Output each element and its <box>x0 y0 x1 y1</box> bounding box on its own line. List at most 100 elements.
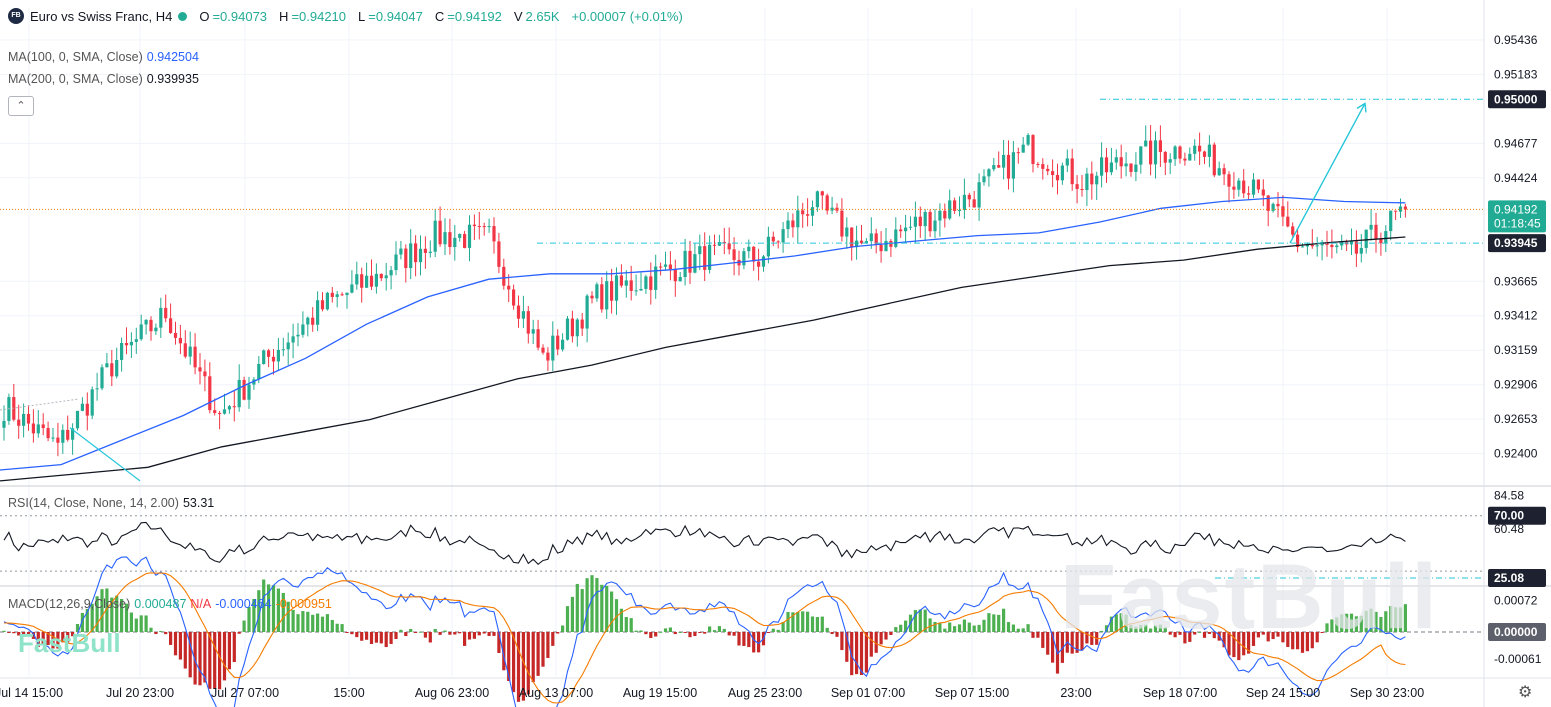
candle <box>526 311 530 334</box>
candle <box>1168 159 1172 163</box>
candle <box>565 318 570 340</box>
macd-histogram-bar <box>80 612 84 632</box>
candle <box>379 273 383 279</box>
macd-histogram-bar <box>159 631 163 633</box>
candle <box>1163 151 1167 163</box>
candle <box>1364 229 1368 248</box>
macd-histogram-bar <box>845 632 849 662</box>
candle <box>1016 152 1020 154</box>
macd-histogram-bar <box>296 614 300 632</box>
ma100-label: MA(100, 0, SMA, Close) <box>8 50 143 64</box>
ma200-legend[interactable]: MA(200, 0, SMA, Close) 0.939935 <box>8 72 199 86</box>
macd-histogram-bar <box>850 632 854 676</box>
macd-histogram-bar <box>389 632 393 644</box>
candle <box>943 210 947 219</box>
candle <box>286 342 290 350</box>
candle <box>492 226 496 242</box>
macd-histogram-bar <box>516 632 521 702</box>
macd-histogram-bar <box>487 632 491 636</box>
candle <box>296 334 300 337</box>
macd-histogram-bar <box>414 632 418 633</box>
macd-histogram-bar <box>134 618 138 632</box>
macd-histogram-bar <box>619 608 623 632</box>
candle <box>1031 135 1035 164</box>
candle <box>1296 234 1300 247</box>
rsi-legend[interactable]: RSI(14, Close, None, 14, 2.00) 53.31 <box>8 496 214 510</box>
watermark: FastBull <box>1060 546 1439 648</box>
candle <box>247 384 251 400</box>
candle <box>120 342 124 360</box>
macd-na-value: N/A <box>190 597 212 611</box>
candle <box>1139 146 1143 165</box>
gear-icon[interactable]: ⚙ <box>1518 684 1533 701</box>
candle <box>1212 144 1216 176</box>
macd-histogram-bar <box>1114 614 1118 632</box>
candle <box>1075 184 1079 189</box>
macd-histogram-bar <box>1011 624 1015 632</box>
macd-label: MACD(12,26,9,Close) <box>8 597 131 611</box>
candle <box>159 307 163 328</box>
candle <box>1002 154 1006 168</box>
macd-histogram-bar <box>781 622 785 632</box>
candle <box>41 424 45 429</box>
macd-histogram-bar <box>967 622 971 632</box>
macd-histogram-bar <box>1276 632 1280 637</box>
rsi-value: 53.31 <box>182 496 215 510</box>
macd-histogram-bar <box>463 632 467 646</box>
macd-histogram-bar <box>727 632 731 636</box>
candle <box>232 406 236 408</box>
macd-histogram-bar <box>222 632 227 681</box>
candle <box>1261 189 1265 196</box>
macd-histogram-bar <box>1207 632 1211 634</box>
candle <box>1070 158 1074 185</box>
rsi-tick-label: 84.58 <box>1494 489 1524 503</box>
candle <box>1041 164 1045 169</box>
market-status-icon <box>178 11 188 21</box>
candle <box>884 240 888 252</box>
candle <box>614 275 619 301</box>
macd-histogram-bar <box>124 603 129 632</box>
macd-legend[interactable]: MACD(12,26,9,Close) 0.000487 N/A -0.000464-… <box>8 597 332 611</box>
macd-histogram-bar <box>51 632 55 649</box>
watermark-small: FastBull <box>18 628 121 658</box>
macd-histogram-bar <box>698 632 702 633</box>
candle <box>585 295 589 329</box>
candle <box>531 329 535 334</box>
rsi-level-badge <box>1488 568 1546 587</box>
candle <box>972 199 976 208</box>
collapse-legend-button[interactable]: ⌃ <box>8 96 34 116</box>
candle <box>840 210 844 237</box>
macd-histogram-bar <box>668 627 672 632</box>
candle <box>536 329 540 348</box>
macd-histogram-bar <box>1384 611 1388 632</box>
macd-histogram-bar <box>1266 632 1270 642</box>
macd-histogram-bar <box>423 632 427 638</box>
ma100-legend[interactable]: MA(100, 0, SMA, Close) 0.942504 <box>8 50 199 64</box>
ma100-value: 0.942504 <box>146 50 199 64</box>
candle <box>899 229 903 232</box>
macd-histogram-bar <box>56 632 60 649</box>
candle <box>948 200 952 219</box>
y-tick-label: 0.93159 <box>1494 343 1538 357</box>
macd-histogram-bar <box>1340 614 1344 632</box>
macd-histogram-bar <box>178 632 182 660</box>
x-tick-label: Aug 19 15:00 <box>623 686 697 700</box>
candle <box>1119 157 1123 167</box>
macd-histogram-bar <box>512 632 516 693</box>
macd-histogram-bar <box>1389 606 1393 632</box>
candle <box>472 224 476 227</box>
macd-histogram-bar <box>507 632 511 682</box>
candle <box>203 371 207 377</box>
candle <box>575 319 579 337</box>
candle <box>276 349 280 362</box>
candle <box>1315 245 1319 247</box>
macd-histogram-bar <box>962 619 966 632</box>
candle <box>198 367 202 372</box>
macd-histogram-bar <box>46 632 50 645</box>
macd-histogram-bar <box>928 618 932 632</box>
symbol-title[interactable]: Euro vs Swiss Franc, H4 <box>30 8 173 24</box>
candle <box>806 214 810 216</box>
candle <box>110 363 114 377</box>
change-value: +0.00007 (+0.01%) <box>571 8 683 24</box>
